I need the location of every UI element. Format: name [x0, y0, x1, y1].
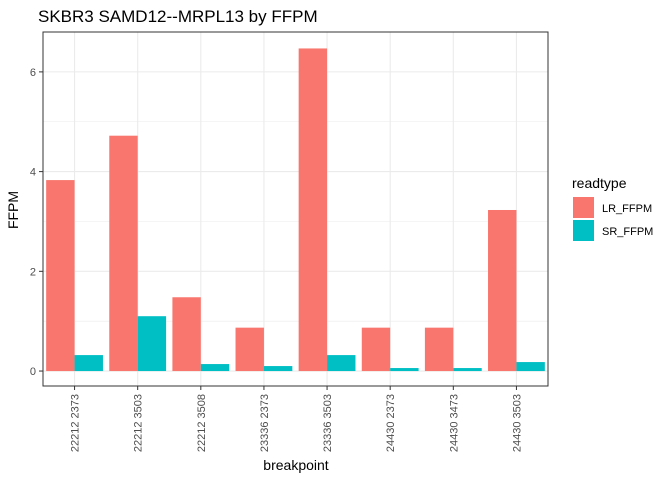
bar-lr-ffpm: [488, 209, 517, 372]
bar-lr-ffpm: [235, 327, 264, 372]
x-tick-label: 23336 3503: [322, 394, 334, 452]
chart-title: SKBR3 SAMD12--MRPL13 by FFPM: [38, 7, 318, 26]
bar-sr-ffpm: [516, 362, 545, 372]
bar-sr-ffpm: [263, 366, 293, 372]
bar-lr-ffpm: [172, 297, 201, 372]
y-axis-title: FFPM: [5, 191, 21, 229]
legend-key-sr-ffpm: [573, 220, 594, 241]
y-tick-label: 0: [30, 366, 36, 378]
y-tick-label: 4: [30, 167, 36, 179]
x-tick-label: 22212 3508: [196, 394, 208, 452]
plot-border: [42, 31, 549, 387]
legend: readtype LR_FFPM SR_FFPM: [572, 175, 653, 241]
x-axis: 22212 2373 22212 3503 22212 3508 23336 2373…: [70, 386, 523, 452]
bars: [46, 48, 545, 372]
bar-sr-ffpm: [327, 355, 356, 372]
bar-lr-ffpm: [424, 327, 454, 372]
bar-sr-ffpm: [74, 355, 103, 372]
bar-lr-ffpm: [361, 327, 391, 372]
x-tick-label: 24430 2373: [385, 394, 397, 452]
x-tick-label: 24430 3503: [511, 394, 523, 452]
y-tick-label: 6: [30, 67, 36, 79]
legend-title: readtype: [572, 175, 627, 191]
x-tick-label: 22212 3503: [133, 394, 145, 452]
x-tick-label: 22212 2373: [70, 394, 82, 452]
legend-key-lr-ffpm: [573, 197, 594, 218]
legend-label: SR_FFPM: [602, 226, 653, 238]
bar-lr-ffpm: [298, 48, 328, 372]
bar-lr-ffpm: [46, 180, 75, 372]
y-tick-label: 2: [30, 266, 36, 278]
x-tick-label: 24430 3473: [448, 394, 460, 452]
legend-label: LR_FFPM: [602, 203, 652, 215]
bar-sr-ffpm: [200, 364, 230, 372]
bar-lr-ffpm: [109, 135, 138, 372]
y-axis: 0 2 4 6: [30, 67, 43, 378]
x-tick-label: 23336 2373: [259, 394, 271, 452]
x-axis-title: breakpoint: [263, 457, 328, 473]
bar-sr-ffpm: [390, 368, 419, 372]
bar-sr-ffpm: [453, 368, 482, 372]
bar-sr-ffpm: [137, 316, 167, 372]
